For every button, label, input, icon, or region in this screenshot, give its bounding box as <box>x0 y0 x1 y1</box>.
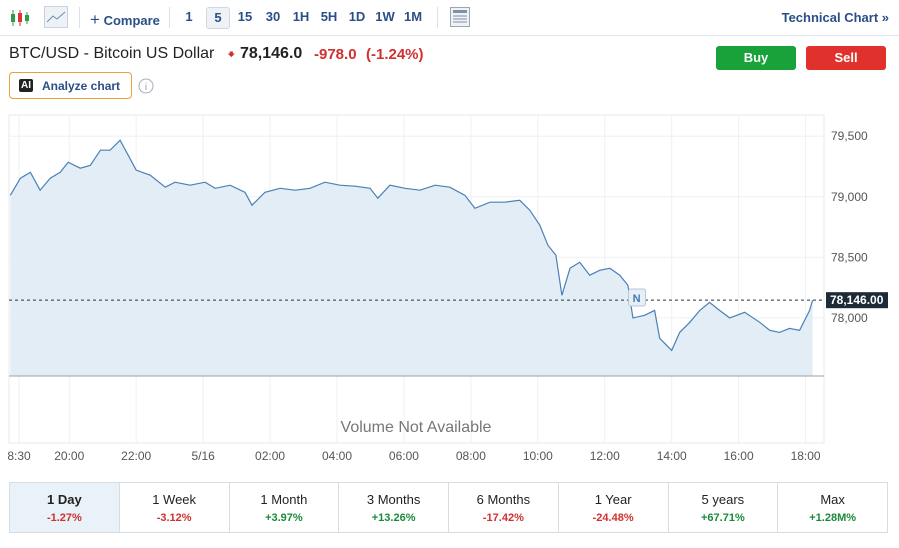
interval-button[interactable]: 5H <box>320 9 338 24</box>
x-tick-label: 06:00 <box>389 449 419 463</box>
instrument-name: BTC/USD - Bitcoin US Dollar <box>9 45 215 62</box>
y-tick-label: 78,000 <box>831 311 868 325</box>
interval-button[interactable]: 1 <box>185 9 193 24</box>
analyze-label: Analyze chart <box>42 79 121 93</box>
x-tick-label: 12:00 <box>590 449 620 463</box>
x-tick-label: 20:00 <box>54 449 84 463</box>
y-tick-label: 79,500 <box>831 129 868 143</box>
area-icon[interactable] <box>44 6 68 28</box>
period-name: 6 Months <box>476 492 531 507</box>
compare-button[interactable]: + Compare <box>90 10 160 29</box>
change: -978.0 <box>314 46 357 63</box>
period-cell[interactable]: Max +1.28M% <box>778 483 887 532</box>
compare-label: Compare <box>103 13 160 28</box>
technical-link[interactable]: Technical Chart » <box>781 10 889 25</box>
area-fill <box>10 140 813 376</box>
change-pct: (-1.24%) <box>366 46 424 63</box>
toolbar: + Compare 1 5 15 30 1H 5H 1D 1W 1M Technical Cha… <box>0 0 899 36</box>
period-change: +67.71% <box>701 512 745 524</box>
x-tick-label: 16:00 <box>724 449 754 463</box>
buy-button[interactable]: Buy <box>716 46 796 70</box>
event-marker-label: N <box>633 293 641 305</box>
x-tick-label: 08:00 <box>456 449 486 463</box>
analyze-button[interactable]: AI Analyze chart <box>9 72 132 99</box>
event-marker <box>628 288 647 307</box>
y-tick-label: 79,000 <box>831 190 868 204</box>
period-change: -1.27% <box>46 512 82 524</box>
period-change: -3.12% <box>156 512 192 524</box>
info-icon[interactable]: i <box>138 78 154 94</box>
x-tick-label: 02:00 <box>255 449 285 463</box>
current-price-label: 78,146.00 <box>830 293 884 307</box>
svg-text:i: i <box>145 82 147 93</box>
price: 78,146.0 <box>240 45 303 62</box>
period-name: 1 Week <box>152 492 197 507</box>
x-tick-label: 22:00 <box>121 449 151 463</box>
ai-badge: AI <box>19 79 33 92</box>
period-change: +3.97% <box>265 512 303 524</box>
x-tick-label: 5/16 <box>191 449 215 463</box>
period-name: 1 Day <box>47 492 82 507</box>
period-name: 5 years <box>701 492 745 507</box>
period-change: +13.26% <box>371 512 416 524</box>
current-price-tag <box>826 292 888 309</box>
period-cell[interactable]: 1 Day -1.27% <box>10 483 120 532</box>
period-cell[interactable]: 1 Year -24.48% <box>559 483 669 532</box>
period-cell[interactable]: 1 Week -3.12% <box>120 483 230 532</box>
period-name: 1 Year <box>594 492 632 507</box>
period-cell[interactable]: 1 Month +3.97% <box>230 483 340 532</box>
interval-button[interactable]: 1W <box>375 9 395 24</box>
period-cell[interactable]: 5 years +67.71% <box>669 483 779 532</box>
period-name: Max <box>820 492 845 507</box>
period-change: -24.48% <box>592 512 634 524</box>
x-tick-label: 10:00 <box>523 449 553 463</box>
candle-icon[interactable] <box>8 8 30 28</box>
period-change: -17.42% <box>482 512 524 524</box>
interval-button[interactable]: 30 <box>265 9 281 24</box>
period-name: 3 Months <box>366 492 421 507</box>
x-tick-label: 18:00 <box>791 449 821 463</box>
chart: 8:30 20:00 22:00 5/16 02:00 04:00 06:00 08:00 10… <box>7 114 888 463</box>
volume-note: Volume Not Available <box>341 419 492 436</box>
layout-icon[interactable] <box>450 7 470 27</box>
price-line <box>9 139 814 352</box>
interval-button[interactable]: 5 <box>206 7 230 29</box>
period-name: 1 Month <box>260 492 308 507</box>
interval-button[interactable]: 1D <box>348 9 366 24</box>
x-tick-label: 04:00 <box>322 449 352 463</box>
sell-button[interactable]: Sell <box>806 46 886 70</box>
interval-button[interactable]: 15 <box>237 9 253 24</box>
y-tick-label: 78,500 <box>831 250 868 264</box>
down-arrow: 🠻 <box>227 46 236 62</box>
x-tick-label: 14:00 <box>657 449 687 463</box>
plot-frame <box>8 114 825 444</box>
interval-button[interactable]: 1H <box>292 9 310 24</box>
period-change: +1.28M% <box>809 512 857 524</box>
interval-button[interactable]: 1M <box>403 9 423 24</box>
period-cell[interactable]: 3 Months +13.26% <box>339 483 449 532</box>
period-table: 1 Day -1.27% 1 Week -3.12% 1 Month +3.97% 3 Mo… <box>9 482 888 533</box>
x-tick-label: 8:30 <box>7 449 31 463</box>
period-cell[interactable]: 6 Months -17.42% <box>449 483 559 532</box>
